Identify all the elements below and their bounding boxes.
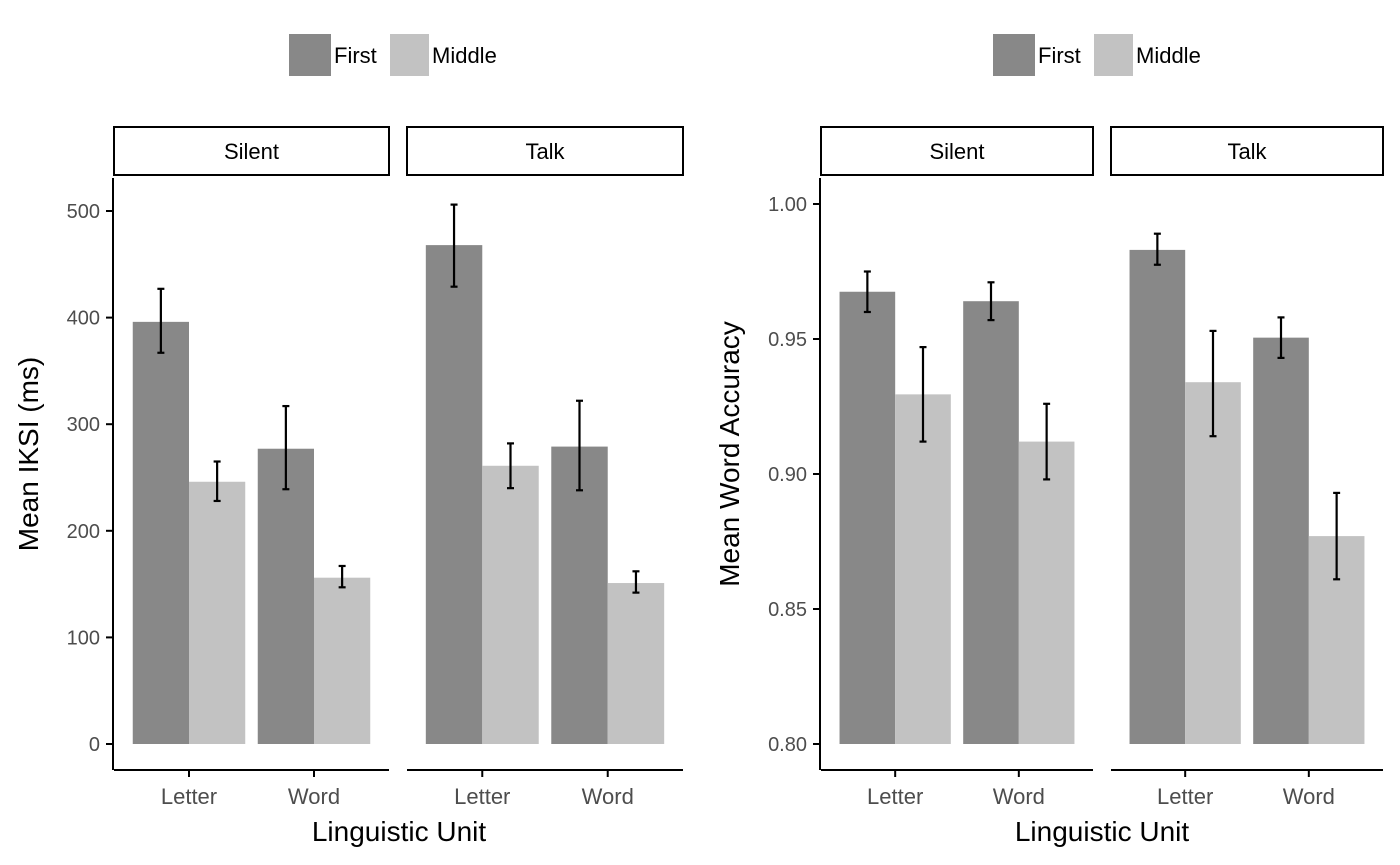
bar-middle-letter (482, 465, 539, 744)
error-bar (157, 287, 165, 354)
facet-strip (820, 126, 1094, 176)
legend-label-middle: Middle (432, 43, 497, 68)
legend-swatch-first (289, 34, 331, 76)
error-bar (282, 404, 290, 491)
y-tick-label: 1.00 (768, 194, 807, 216)
error-bar (863, 270, 871, 314)
chart-panel-2: First Middle 0.80 0.85 0.90 0.95 1.00 Mean Word… (714, 34, 1384, 847)
bar-first-word (257, 448, 314, 744)
y-tick-label: 200 (67, 521, 100, 543)
x-tick-label: Word (288, 784, 340, 809)
x-tick-label: Letter (454, 784, 510, 809)
bar-middle-word (1018, 441, 1075, 744)
x-axis-title: Linguistic Unit (312, 816, 487, 847)
facet-strip-label: Talk (525, 139, 565, 164)
error-bar (632, 570, 640, 594)
bar-first-word (963, 301, 1019, 744)
legend-swatch-middle (1094, 34, 1133, 76)
bar-first-word (1253, 337, 1309, 744)
x-tick-label: Letter (1157, 784, 1213, 809)
chart-panel-1: First Middle 0 100 200 300 400 500 Mean IKSI (ms… (13, 34, 684, 847)
y-tick-label: 0.95 (768, 329, 807, 351)
facet-strip (406, 126, 684, 176)
y-tick-label: 0.90 (768, 464, 807, 486)
facet-strip-label: Silent (224, 139, 279, 164)
bar-first-word (551, 446, 608, 744)
facet-strip-label: Talk (1227, 139, 1267, 164)
x-tick-label: Letter (161, 784, 217, 809)
error-bar (450, 203, 458, 288)
bar-first-letter (425, 245, 483, 744)
y-tick-label: 100 (67, 627, 100, 649)
error-bar (507, 442, 514, 490)
y-axis-title: Mean IKSI (ms) (13, 357, 44, 551)
legend-swatch-middle (390, 34, 429, 76)
error-bar (1043, 402, 1051, 481)
y-tick-label: 0 (89, 734, 100, 756)
facet-strip (1110, 126, 1384, 176)
error-bar (1153, 232, 1161, 266)
bar-middle-word (607, 583, 665, 744)
legend-label-middle: Middle (1136, 43, 1201, 68)
y-tick-label: 500 (67, 201, 100, 223)
error-bar (987, 281, 995, 322)
facet-talk: Talk Letter Word (406, 126, 684, 809)
bar-first-letter (132, 321, 189, 744)
error-bar (919, 346, 927, 443)
legend-label-first: First (1038, 43, 1081, 68)
x-tick-label: Word (1283, 784, 1335, 809)
facet-strip-label: Silent (929, 139, 984, 164)
x-tick-label: Word (993, 784, 1045, 809)
x-tick-label: Letter (867, 784, 923, 809)
legend-swatch-first (993, 34, 1035, 76)
bar-first-letter (839, 291, 896, 744)
y-tick-label: 0.85 (768, 599, 807, 621)
error-bar (213, 460, 221, 503)
facet-silent: Silent Letter Word (113, 126, 390, 809)
facet-strip (113, 126, 390, 176)
y-axis-title: Mean Word Accuracy (714, 321, 745, 587)
error-bar (1333, 491, 1341, 581)
bar-first-letter (1129, 249, 1186, 744)
y-tick-label: 0.80 (768, 734, 807, 756)
bar-middle-letter (1185, 382, 1241, 744)
bar-middle-letter (895, 394, 951, 744)
legend: First Middle (993, 34, 1201, 76)
x-tick-label: Word (582, 784, 634, 809)
bar-middle-letter (189, 481, 246, 744)
error-bar (1277, 316, 1285, 359)
error-bar (338, 564, 346, 589)
y-tick-label: 400 (67, 308, 100, 330)
y-tick-label: 300 (67, 414, 100, 436)
error-bar (576, 399, 583, 492)
bar-middle-word (314, 577, 371, 744)
error-bar (1209, 329, 1217, 438)
facet-silent: Silent Letter Word (820, 126, 1094, 809)
facet-talk: Talk Letter Word (1110, 126, 1384, 809)
x-axis-title: Linguistic Unit (1015, 816, 1190, 847)
legend-label-first: First (334, 43, 377, 68)
legend: First Middle (289, 34, 497, 76)
